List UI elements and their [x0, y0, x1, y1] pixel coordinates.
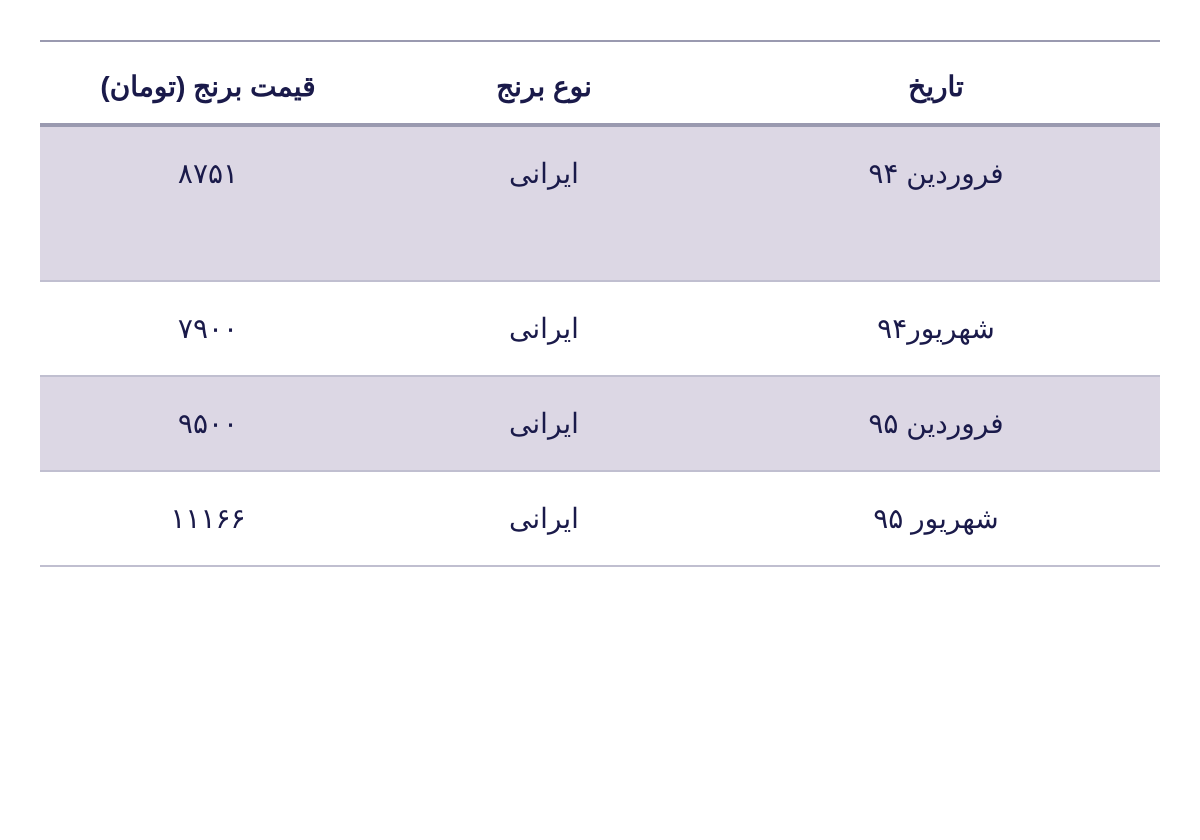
cell-date: شهریور ۹۵ — [712, 471, 1160, 566]
table-body: فروردین ۹۴ ایرانی ۸۷۵۱ شهریور۹۴ ایرانی ۷… — [40, 125, 1160, 566]
cell-price: ۱۱۱۶۶ — [40, 471, 376, 566]
table-row: فروردین ۹۵ ایرانی ۹۵۰۰ — [40, 376, 1160, 471]
cell-type: ایرانی — [376, 125, 712, 281]
cell-type: ایرانی — [376, 281, 712, 376]
cell-date: فروردین ۹۵ — [712, 376, 1160, 471]
rice-price-table-wrap: تاریخ نوع برنج قیمت برنج (تومان) فروردین… — [40, 40, 1160, 567]
table-header: تاریخ نوع برنج قیمت برنج (تومان) — [40, 41, 1160, 125]
cell-type: ایرانی — [376, 376, 712, 471]
table-row: شهریور۹۴ ایرانی ۷۹۰۰ — [40, 281, 1160, 376]
col-header-date: تاریخ — [712, 41, 1160, 125]
table-row: شهریور ۹۵ ایرانی ۱۱۱۶۶ — [40, 471, 1160, 566]
col-header-price: قیمت برنج (تومان) — [40, 41, 376, 125]
rice-price-table: تاریخ نوع برنج قیمت برنج (تومان) فروردین… — [40, 40, 1160, 567]
cell-date: شهریور۹۴ — [712, 281, 1160, 376]
cell-date: فروردین ۹۴ — [712, 125, 1160, 281]
table-row: فروردین ۹۴ ایرانی ۸۷۵۱ — [40, 125, 1160, 281]
cell-price: ۸۷۵۱ — [40, 125, 376, 281]
cell-type: ایرانی — [376, 471, 712, 566]
cell-price: ۹۵۰۰ — [40, 376, 376, 471]
table-header-row: تاریخ نوع برنج قیمت برنج (تومان) — [40, 41, 1160, 125]
cell-price: ۷۹۰۰ — [40, 281, 376, 376]
col-header-type: نوع برنج — [376, 41, 712, 125]
